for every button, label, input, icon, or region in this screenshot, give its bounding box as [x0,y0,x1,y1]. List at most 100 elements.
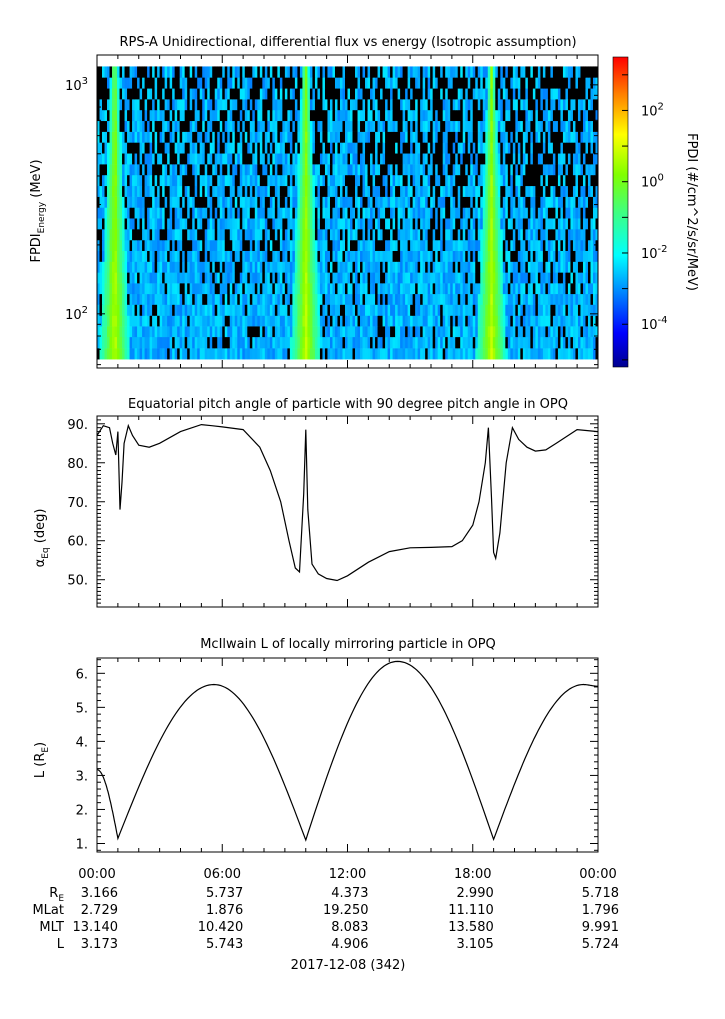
spectrogram-cell [149,229,153,241]
spectrogram-cell [234,142,238,154]
spectrogram-cell [377,207,381,219]
spectrogram-cell [287,153,291,165]
spectrogram-cell [477,164,481,176]
spectrogram-cell [477,229,481,241]
spectrogram-cell [497,109,501,122]
spectrogram-cell [405,283,409,295]
spectrogram-cell [239,283,243,295]
spectrogram-cell [360,348,363,360]
spectrogram-cell [357,315,361,327]
spectrogram-cell [234,304,238,316]
spectrogram-cell [595,131,599,143]
spectrogram-cell [102,218,105,230]
spectrogram-cell [129,207,133,219]
spectrogram-cell [417,99,421,111]
spectrogram-cell [567,164,571,176]
spectrogram-cell [552,250,556,262]
spectrogram-cell [302,109,306,122]
spectrogram-cell [284,207,288,219]
spectrogram-cell [452,326,456,338]
spectrogram-cell [219,164,223,176]
spectrogram-cell [329,293,333,305]
spectrogram-cell [582,174,586,187]
spectrogram-cell [427,229,431,241]
spectrogram-cell [497,250,501,262]
spectrogram-cell [420,315,424,327]
spectrogram-cell [114,250,118,262]
spectrogram-cell [204,164,208,176]
spectrogram-cell [267,315,271,327]
spectrogram-cell [435,99,439,111]
spectrogram-cell [107,99,110,111]
spectrogram-cell [412,336,416,349]
spectrogram-cell [502,348,506,360]
spectrogram-cell [437,153,441,165]
spectrogram-cell [395,293,398,305]
spectrogram-cell [467,239,471,251]
spectrogram-cell [119,196,123,208]
spectrogram-cell [362,326,366,338]
spectrogram-cell [164,348,168,360]
spectrogram-cell [294,196,298,208]
spectrogram-cell [405,326,409,338]
spectrogram-cell [365,142,368,154]
spectrogram-cell [309,185,313,197]
spectrogram-cell [587,109,591,122]
spectrogram-cell [124,336,128,349]
spectrogram-cell [480,293,484,305]
spectrogram-cell [520,109,524,122]
spectrogram-cell [390,336,393,349]
spectrogram-cell [437,250,441,262]
spectrogram-cell [445,315,449,327]
spectrogram-cell [525,207,529,219]
spectrogram-cell [422,131,426,143]
spectrogram-cell [387,99,391,111]
spectrogram-cell [194,293,198,305]
spectrogram-cell [407,315,411,327]
spectrogram-cell [410,272,414,284]
spectrogram-cell [487,164,491,176]
spectrogram-cell [440,218,444,230]
spectrogram-cell [314,250,318,262]
spectrogram-cell [269,261,273,273]
spectrogram-cell [500,164,504,176]
spectrogram-cell [169,261,173,273]
spectrogram-cell [322,250,326,262]
spectrogram-cell [485,109,489,122]
spectrogram-cell [127,348,130,360]
spectrogram-cell [407,304,411,316]
spectrogram-cell [294,304,298,316]
spectrogram-cell [129,131,133,143]
spectrogram-cell [334,109,338,122]
spectrogram-cell [570,207,574,219]
spectrogram-cell [287,218,291,230]
spectrogram-cell [324,131,328,143]
spectrogram-cell [264,348,268,360]
spectrogram-cell [152,315,156,327]
spectrogram-cell [262,185,266,197]
spectrogram-cell [350,348,353,360]
spectrogram-cell [447,196,451,208]
spectrogram-cell [512,283,516,295]
spectrogram-cell [329,185,333,197]
spectrogram-cell [247,99,251,111]
spectrogram-cell [142,153,145,165]
spectrogram-cell [167,304,171,316]
spectrogram-cell [452,153,456,165]
spectrogram-cell [289,315,293,327]
spectrogram-cell [174,250,178,262]
spectrogram-cell [572,304,576,316]
spectrogram-cell [152,109,156,122]
spectrogram-cell [239,229,243,241]
spectrogram-cell [227,261,231,273]
spectrogram-cell [360,218,363,230]
spectrogram-cell [427,185,431,197]
spectrogram-cell [342,218,346,230]
spectrogram-cell [267,348,271,360]
spectrogram-cell [144,164,148,176]
spectrogram-cell [289,293,293,305]
spectrogram-cell [527,196,531,208]
spectrogram-cell [452,109,456,122]
spectrogram-cell [360,239,363,251]
spectrogram-cell [272,315,276,327]
